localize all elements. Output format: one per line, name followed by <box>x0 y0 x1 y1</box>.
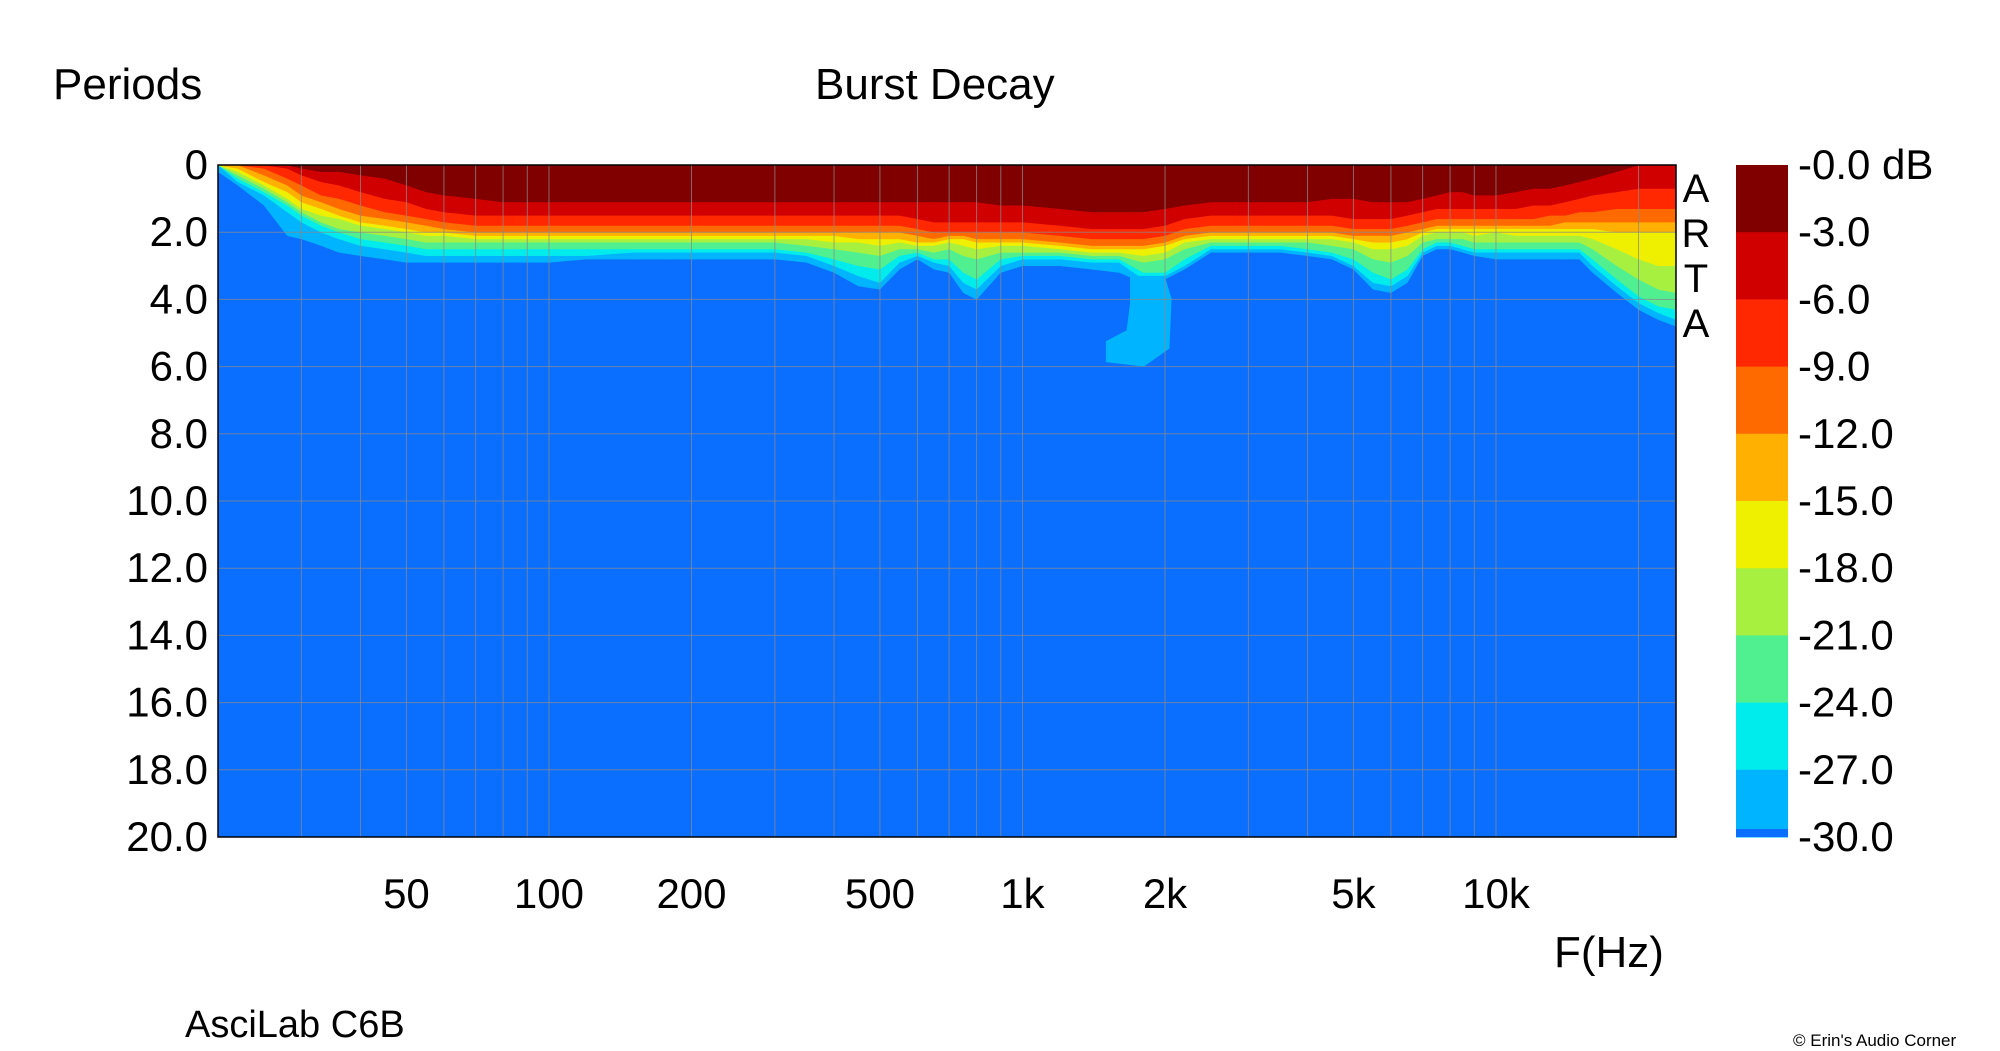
colorbar-label: -9.0 <box>1798 343 1870 390</box>
y-tick-label: 12.0 <box>126 544 208 591</box>
x-tick-label: 500 <box>845 870 915 917</box>
plot-frame <box>217 164 1677 838</box>
x-tick-label: 200 <box>656 870 726 917</box>
plot-area <box>217 164 1677 837</box>
colorbar-band <box>1736 769 1788 838</box>
colorbar-labels: -0.0 dB -3.0 -6.0 -9.0 -12.0 -15.0 -18.0 -21.0 -… <box>1798 141 1933 860</box>
colorbar-band <box>1736 635 1788 704</box>
x-tick-label: 50 <box>383 870 430 917</box>
y-tick-label: 14.0 <box>126 611 208 658</box>
colorbar-label: -12.0 <box>1798 410 1894 457</box>
colorbar-label: -18.0 <box>1798 544 1894 591</box>
y-tick-label: 4.0 <box>150 275 208 322</box>
device-label: AsciLab C6B <box>185 1004 405 1046</box>
colorbar-label: -30.0 <box>1798 813 1894 860</box>
x-axis-label: F(Hz) <box>1554 928 1664 977</box>
watermark-letter: A <box>1683 302 1710 346</box>
y-tick-label: 8.0 <box>150 410 208 457</box>
colorbar-label: -3.0 <box>1798 208 1870 255</box>
x-tick-label: 10k <box>1462 870 1531 917</box>
colorbar-band <box>1736 568 1788 636</box>
colorbar-label: -6.0 <box>1798 275 1870 322</box>
y-tick-label: 6.0 <box>150 343 208 390</box>
watermark-letter: A <box>1683 167 1710 211</box>
colorbar-band <box>1736 165 1788 233</box>
colorbar-label: -0.0 dB <box>1798 141 1933 188</box>
chart-title: Burst Decay <box>815 60 1055 109</box>
watermark-letter: R <box>1682 212 1711 256</box>
y-tick-label: 10.0 <box>126 477 208 524</box>
residual-decay-region <box>1105 275 1172 367</box>
copyright-text: © Erin's Audio Corner <box>1793 1031 1957 1050</box>
y-tick-label: 16.0 <box>126 679 208 726</box>
x-tick-labels: 50 100 200 500 1k 2k 5k 10k <box>383 870 1531 917</box>
x-tick-label: 100 <box>514 870 584 917</box>
colorbar-floor-band <box>1736 829 1788 837</box>
colorbar <box>1736 165 1788 838</box>
y-tick-label: 18.0 <box>126 746 208 793</box>
y-tick-labels: 0 2.0 4.0 6.0 8.0 10.0 12.0 14.0 16.0 18.0 20.0 <box>126 141 208 860</box>
y-tick-label: 20.0 <box>126 813 208 860</box>
colorbar-label: -24.0 <box>1798 679 1894 726</box>
colorbar-band <box>1736 299 1788 368</box>
y-axis-label: Periods <box>53 60 203 109</box>
x-tick-label: 5k <box>1331 870 1376 917</box>
y-tick-label: 2.0 <box>150 208 208 255</box>
grid-layer <box>218 165 1676 837</box>
colorbar-band <box>1736 501 1788 569</box>
x-tick-label: 1k <box>1000 870 1045 917</box>
colorbar-band <box>1736 232 1788 300</box>
colorbar-band <box>1736 702 1788 771</box>
colorbar-label: -15.0 <box>1798 477 1894 524</box>
colorbar-label: -21.0 <box>1798 611 1894 658</box>
x-tick-label: 2k <box>1143 870 1188 917</box>
colorbar-label: -27.0 <box>1798 746 1894 793</box>
y-tick-label: 0 <box>185 141 208 188</box>
decay-band--3db <box>218 164 1676 213</box>
colorbar-band <box>1736 433 1788 502</box>
colorbar-band <box>1736 366 1788 435</box>
watermark-letter: T <box>1684 257 1708 301</box>
